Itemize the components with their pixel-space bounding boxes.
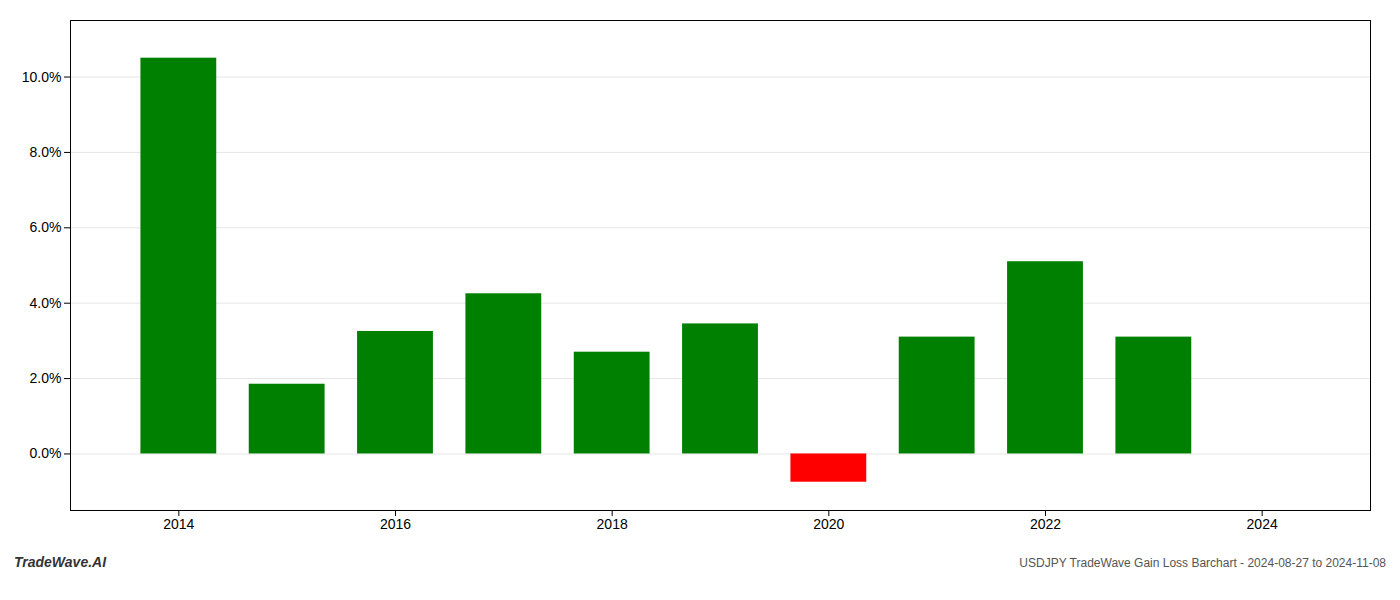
- html-text:TradeWave.AI: TradeWave.AI: [14, 554, 107, 570]
- svg-text:2014: 2014: [163, 516, 194, 532]
- svg-text:10.0%: 10.0%: [22, 69, 62, 85]
- html-text:USDJPY TradeWave Gain Loss Bar: USDJPY TradeWave Gain Loss Barchart - 20…: [1019, 556, 1386, 570]
- svg-text:2.0%: 2.0%: [30, 370, 62, 386]
- svg-text:2018: 2018: [597, 516, 628, 532]
- svg-text:2024: 2024: [1247, 516, 1278, 532]
- svg-text:2022: 2022: [1030, 516, 1061, 532]
- svg-text:0.0%: 0.0%: [30, 445, 62, 461]
- svg-text:2016: 2016: [380, 516, 411, 532]
- svg-text:2020: 2020: [813, 516, 844, 532]
- svg-text:6.0%: 6.0%: [30, 219, 62, 235]
- svg-text:8.0%: 8.0%: [30, 144, 62, 160]
- svg-text:4.0%: 4.0%: [30, 295, 62, 311]
